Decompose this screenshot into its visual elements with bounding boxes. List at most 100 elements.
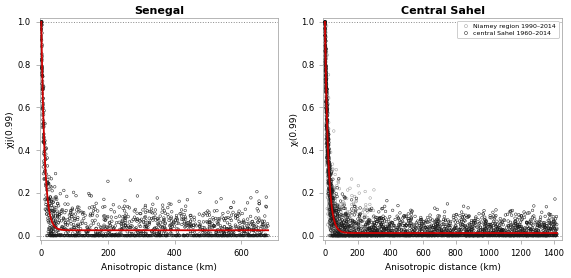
Point <box>238 211 247 216</box>
central Sahel 1960–2014 <box>525 211 534 215</box>
central Sahel 1960–2014 <box>430 227 439 232</box>
central Sahel 1960–2014 <box>440 233 449 238</box>
central Sahel 1960–2014 <box>473 225 482 229</box>
Niamey region 1990–2014 <box>330 226 339 230</box>
central Sahel 1960–2014 <box>471 218 480 223</box>
Niamey region 1990–2014 <box>322 162 331 167</box>
central Sahel 1960–2014 <box>392 225 401 230</box>
central Sahel 1960–2014 <box>443 233 452 238</box>
Point <box>148 218 158 222</box>
central Sahel 1960–2014 <box>536 233 545 238</box>
central Sahel 1960–2014 <box>430 233 439 238</box>
Point <box>227 233 236 238</box>
central Sahel 1960–2014 <box>425 233 434 238</box>
central Sahel 1960–2014 <box>442 233 451 237</box>
Point <box>47 203 56 207</box>
Niamey region 1990–2014 <box>321 88 331 93</box>
central Sahel 1960–2014 <box>391 233 400 237</box>
central Sahel 1960–2014 <box>368 227 377 232</box>
central Sahel 1960–2014 <box>357 231 367 235</box>
central Sahel 1960–2014 <box>517 214 526 218</box>
Point <box>198 214 207 218</box>
Niamey region 1990–2014 <box>327 203 336 208</box>
central Sahel 1960–2014 <box>538 232 548 236</box>
Niamey region 1990–2014 <box>323 129 332 133</box>
central Sahel 1960–2014 <box>324 178 333 183</box>
central Sahel 1960–2014 <box>462 233 471 238</box>
Point <box>145 233 154 238</box>
Point <box>54 233 63 238</box>
Point <box>120 198 130 203</box>
central Sahel 1960–2014 <box>512 233 521 238</box>
Point <box>228 210 238 215</box>
central Sahel 1960–2014 <box>433 222 442 227</box>
Niamey region 1990–2014 <box>354 219 363 224</box>
central Sahel 1960–2014 <box>369 220 379 225</box>
Point <box>88 219 97 223</box>
central Sahel 1960–2014 <box>510 225 520 230</box>
central Sahel 1960–2014 <box>469 233 478 238</box>
Point <box>135 211 144 216</box>
Point <box>42 188 51 192</box>
Point <box>154 223 163 227</box>
Point <box>57 233 66 237</box>
central Sahel 1960–2014 <box>399 232 408 237</box>
Point <box>203 220 212 225</box>
Niamey region 1990–2014 <box>324 185 333 190</box>
Point <box>214 219 223 223</box>
central Sahel 1960–2014 <box>469 233 478 238</box>
central Sahel 1960–2014 <box>367 228 376 233</box>
central Sahel 1960–2014 <box>513 218 522 222</box>
Point <box>259 227 268 232</box>
central Sahel 1960–2014 <box>453 233 462 238</box>
Niamey region 1990–2014 <box>324 207 333 212</box>
central Sahel 1960–2014 <box>422 220 431 224</box>
Niamey region 1990–2014 <box>361 215 371 219</box>
Niamey region 1990–2014 <box>324 186 333 190</box>
Niamey region 1990–2014 <box>338 202 347 207</box>
Niamey region 1990–2014 <box>336 202 345 207</box>
central Sahel 1960–2014 <box>328 222 337 227</box>
Point <box>46 195 55 199</box>
central Sahel 1960–2014 <box>462 233 471 238</box>
Niamey region 1990–2014 <box>326 207 335 211</box>
central Sahel 1960–2014 <box>375 233 384 238</box>
Point <box>66 212 75 217</box>
central Sahel 1960–2014 <box>411 233 420 238</box>
central Sahel 1960–2014 <box>354 233 363 237</box>
central Sahel 1960–2014 <box>450 233 459 238</box>
central Sahel 1960–2014 <box>401 214 411 218</box>
central Sahel 1960–2014 <box>543 233 552 238</box>
Point <box>211 233 220 238</box>
central Sahel 1960–2014 <box>522 233 531 238</box>
Niamey region 1990–2014 <box>321 61 330 65</box>
Niamey region 1990–2014 <box>326 185 335 190</box>
Niamey region 1990–2014 <box>325 185 335 190</box>
Niamey region 1990–2014 <box>332 233 341 238</box>
central Sahel 1960–2014 <box>504 224 513 229</box>
central Sahel 1960–2014 <box>460 231 469 236</box>
central Sahel 1960–2014 <box>456 233 465 238</box>
central Sahel 1960–2014 <box>343 215 352 220</box>
central Sahel 1960–2014 <box>322 108 331 112</box>
central Sahel 1960–2014 <box>508 222 517 227</box>
central Sahel 1960–2014 <box>528 233 537 238</box>
central Sahel 1960–2014 <box>330 215 339 219</box>
central Sahel 1960–2014 <box>504 219 513 223</box>
central Sahel 1960–2014 <box>360 224 369 229</box>
Point <box>78 233 87 238</box>
Niamey region 1990–2014 <box>333 208 342 213</box>
Niamey region 1990–2014 <box>342 196 351 201</box>
central Sahel 1960–2014 <box>494 233 503 238</box>
Point <box>139 220 148 224</box>
central Sahel 1960–2014 <box>349 233 358 238</box>
Niamey region 1990–2014 <box>324 201 333 206</box>
central Sahel 1960–2014 <box>428 230 437 235</box>
central Sahel 1960–2014 <box>322 134 331 138</box>
Point <box>150 230 159 234</box>
Point <box>135 233 144 238</box>
central Sahel 1960–2014 <box>469 233 478 238</box>
central Sahel 1960–2014 <box>481 226 490 231</box>
central Sahel 1960–2014 <box>452 213 461 217</box>
central Sahel 1960–2014 <box>321 86 331 90</box>
